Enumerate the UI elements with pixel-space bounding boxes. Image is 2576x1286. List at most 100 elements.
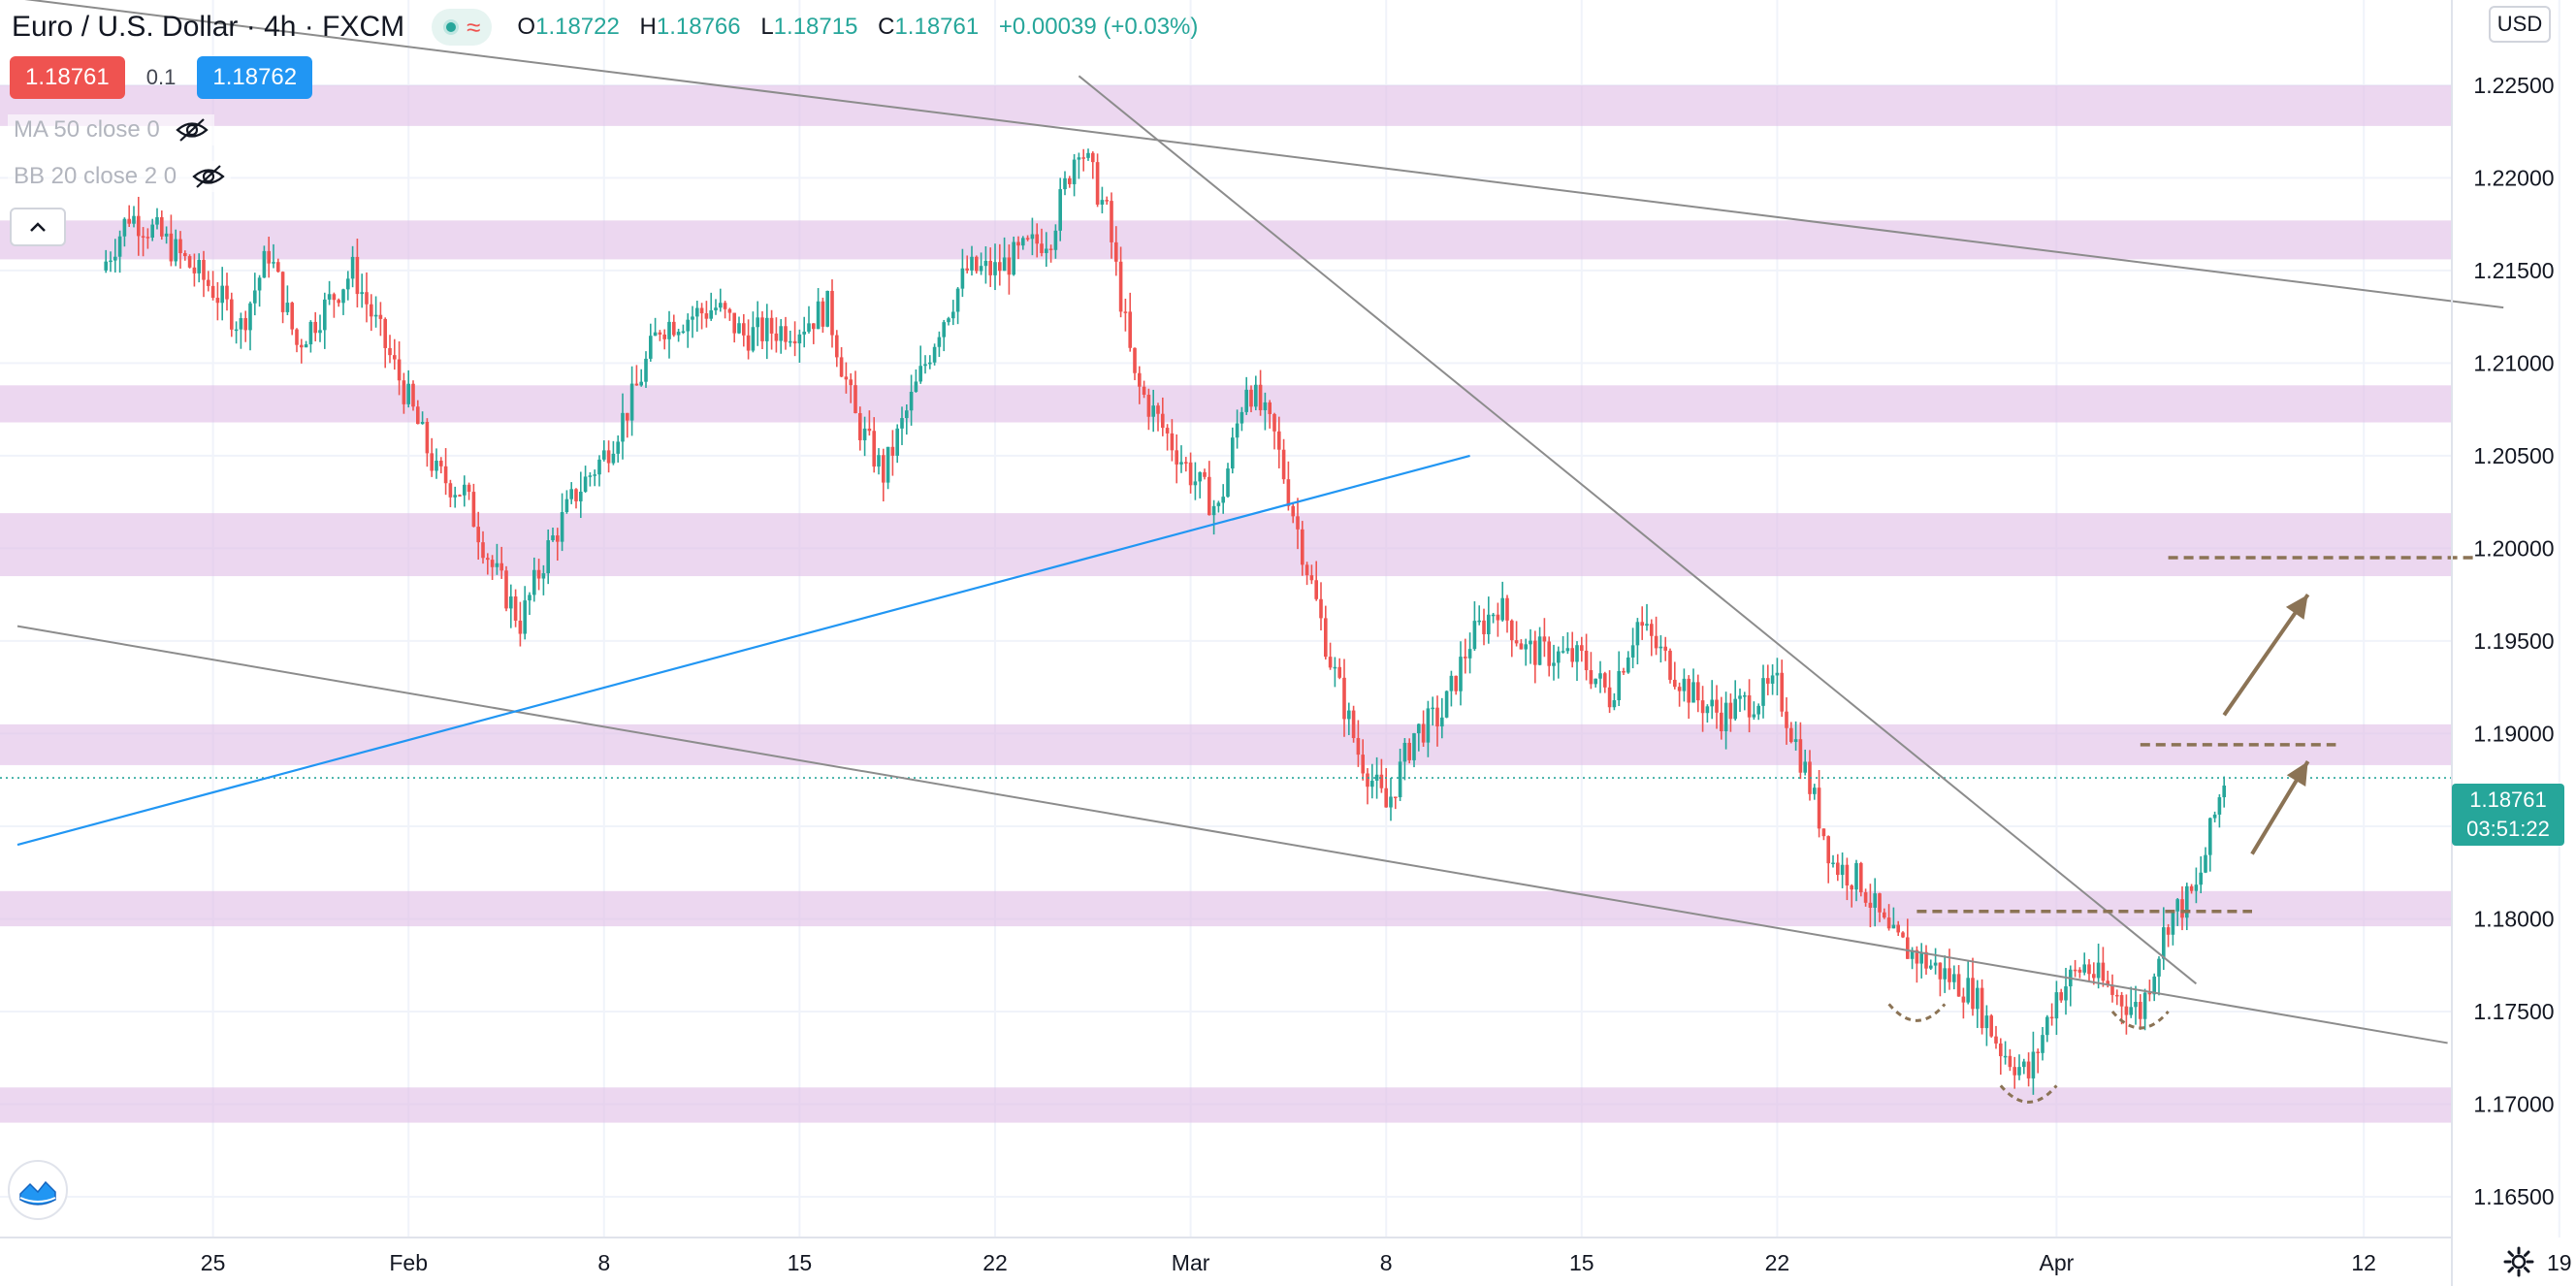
candle-body xyxy=(853,385,857,414)
candle-body xyxy=(1813,788,1817,794)
candle-body xyxy=(411,383,415,407)
candle-body xyxy=(1165,428,1170,434)
candle-body xyxy=(1565,648,1570,652)
eye-off-icon[interactable] xyxy=(176,117,209,143)
candle-body xyxy=(402,380,406,404)
candle-body xyxy=(699,307,704,314)
settings-gear xyxy=(2503,1246,2534,1277)
candle-body xyxy=(1156,405,1160,414)
candle-body xyxy=(1696,682,1700,701)
candle-body xyxy=(248,303,252,331)
candle-body xyxy=(955,288,960,312)
candle-body xyxy=(504,570,508,609)
symbol-title[interactable]: Euro / U.S. Dollar · 4h · FXCM xyxy=(12,11,405,43)
indicator-bb[interactable]: BB 20 close 2 0 xyxy=(8,161,232,192)
candle-body xyxy=(2212,814,2217,819)
symbol-header: Euro / U.S. Dollar · 4h · FXCM ≈ O1.1872… xyxy=(12,6,1211,48)
candle-body xyxy=(1505,597,1509,621)
candle-body xyxy=(1682,678,1687,691)
candle-body xyxy=(495,563,499,567)
candle-body xyxy=(797,334,802,344)
candle-body xyxy=(784,326,788,342)
candle-body xyxy=(1529,640,1532,645)
candle-body xyxy=(556,535,560,542)
candle-body xyxy=(2092,974,2096,979)
candle-body xyxy=(1146,395,1151,417)
candle-body xyxy=(1188,462,1193,486)
buy-button[interactable]: 1.18762 xyxy=(197,56,313,99)
currency-button[interactable]: USD xyxy=(2489,6,2551,43)
candle-body xyxy=(2049,1016,2054,1019)
sell-button[interactable]: 1.18761 xyxy=(10,56,125,99)
candle-body xyxy=(1817,788,1821,829)
eye-off-icon[interactable] xyxy=(192,164,225,189)
candle-body xyxy=(1826,836,1830,864)
candle-body xyxy=(727,308,732,313)
candle-body xyxy=(574,489,578,501)
market-status[interactable]: ≈ xyxy=(432,9,493,46)
candle-body xyxy=(629,383,634,421)
candle-body xyxy=(1868,902,1873,908)
candle-body xyxy=(1025,238,1030,240)
candle-body xyxy=(1705,706,1710,714)
candle-body xyxy=(1598,673,1602,679)
time-tick-label: Mar xyxy=(1172,1250,1210,1275)
market-status-icon xyxy=(443,19,460,35)
candle-body xyxy=(1016,241,1020,246)
price-tick-label: 1.17500 xyxy=(2473,999,2554,1024)
candle-body xyxy=(1640,622,1644,627)
time-tick-label: 22 xyxy=(982,1250,1008,1275)
candle-body xyxy=(1389,796,1393,808)
candle-body xyxy=(1677,687,1682,691)
candle-body xyxy=(1309,575,1314,581)
candle-body xyxy=(704,313,709,319)
sr-zone xyxy=(0,385,2452,423)
candle-body xyxy=(672,321,676,336)
candle-body xyxy=(1138,372,1142,387)
time-tick-label: Apr xyxy=(2040,1250,2075,1275)
candle-body xyxy=(1272,413,1276,432)
candle-body xyxy=(951,311,955,319)
candle-body xyxy=(1477,620,1481,623)
tradingview-logo-icon[interactable] xyxy=(8,1160,68,1220)
candle-body xyxy=(1100,200,1105,205)
candle-body xyxy=(1333,666,1337,669)
candle-body xyxy=(2217,797,2222,815)
candle-body xyxy=(1723,702,1728,731)
candle-body xyxy=(1449,675,1454,691)
candle-body xyxy=(909,391,914,411)
candle-body xyxy=(536,569,541,579)
candle-body xyxy=(155,216,159,225)
candle-body xyxy=(1277,431,1281,450)
candle-body xyxy=(644,358,648,382)
candle-body xyxy=(2129,1007,2133,1015)
candle-body xyxy=(998,262,1002,272)
candle-body xyxy=(1976,987,1980,1010)
collapse-legend-button[interactable] xyxy=(10,208,66,246)
indicator-ma[interactable]: MA 50 close 0 xyxy=(8,114,214,145)
candle-body xyxy=(1231,437,1235,469)
candle-body xyxy=(1635,622,1640,646)
candle-body xyxy=(1612,700,1617,708)
candle-body xyxy=(2041,1035,2045,1053)
candle-body xyxy=(365,292,369,305)
sr-zone xyxy=(0,513,2452,577)
candle-body xyxy=(2022,1061,2026,1068)
candle-body xyxy=(993,262,997,275)
candle-body xyxy=(360,292,364,295)
candle-body xyxy=(1142,386,1146,396)
candle-body xyxy=(895,428,899,456)
candle-body xyxy=(802,331,806,335)
candle-body xyxy=(691,316,694,320)
candle-body xyxy=(383,318,387,348)
sr-zone xyxy=(0,84,2452,126)
gear-icon[interactable] xyxy=(2500,1243,2537,1280)
candle-body xyxy=(1971,978,1975,1010)
candle-body xyxy=(1347,710,1351,720)
candle-body xyxy=(541,573,546,579)
candle-body xyxy=(509,596,513,609)
candle-body xyxy=(1337,666,1341,678)
candle-body xyxy=(593,474,596,476)
candle-body xyxy=(1417,723,1421,734)
